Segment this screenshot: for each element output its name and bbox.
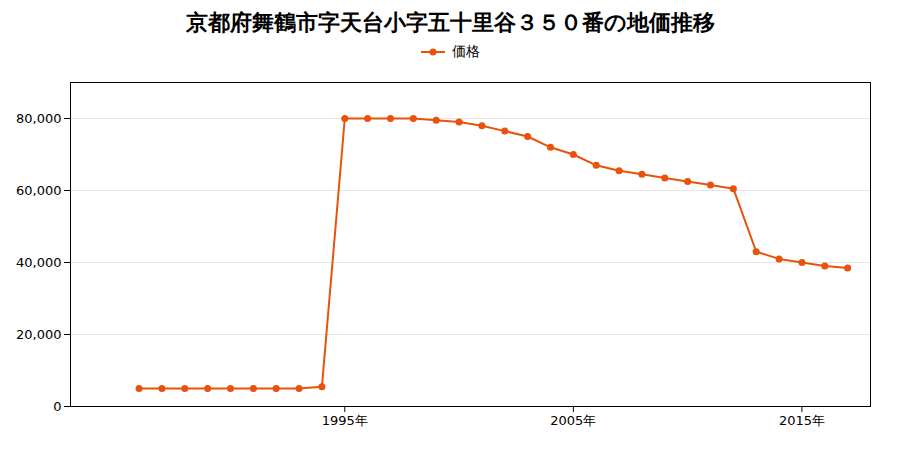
svg-text:2015年: 2015年 — [779, 413, 825, 428]
svg-text:40,000: 40,000 — [16, 255, 62, 270]
svg-text:80,000: 80,000 — [16, 111, 62, 126]
svg-text:20,000: 20,000 — [16, 327, 62, 342]
html-text:価格: 価格 — [452, 43, 480, 59]
html-text:京都府舞鶴市字天台小字五十里谷３５０番の地価推移: 京都府舞鶴市字天台小字五十里谷３５０番の地価推移 — [185, 10, 715, 35]
svg-text:60,000: 60,000 — [16, 183, 62, 198]
svg-text:2005年: 2005年 — [550, 413, 596, 428]
svg-text:1995年: 1995年 — [322, 413, 368, 428]
svg-text:0: 0 — [53, 399, 61, 414]
